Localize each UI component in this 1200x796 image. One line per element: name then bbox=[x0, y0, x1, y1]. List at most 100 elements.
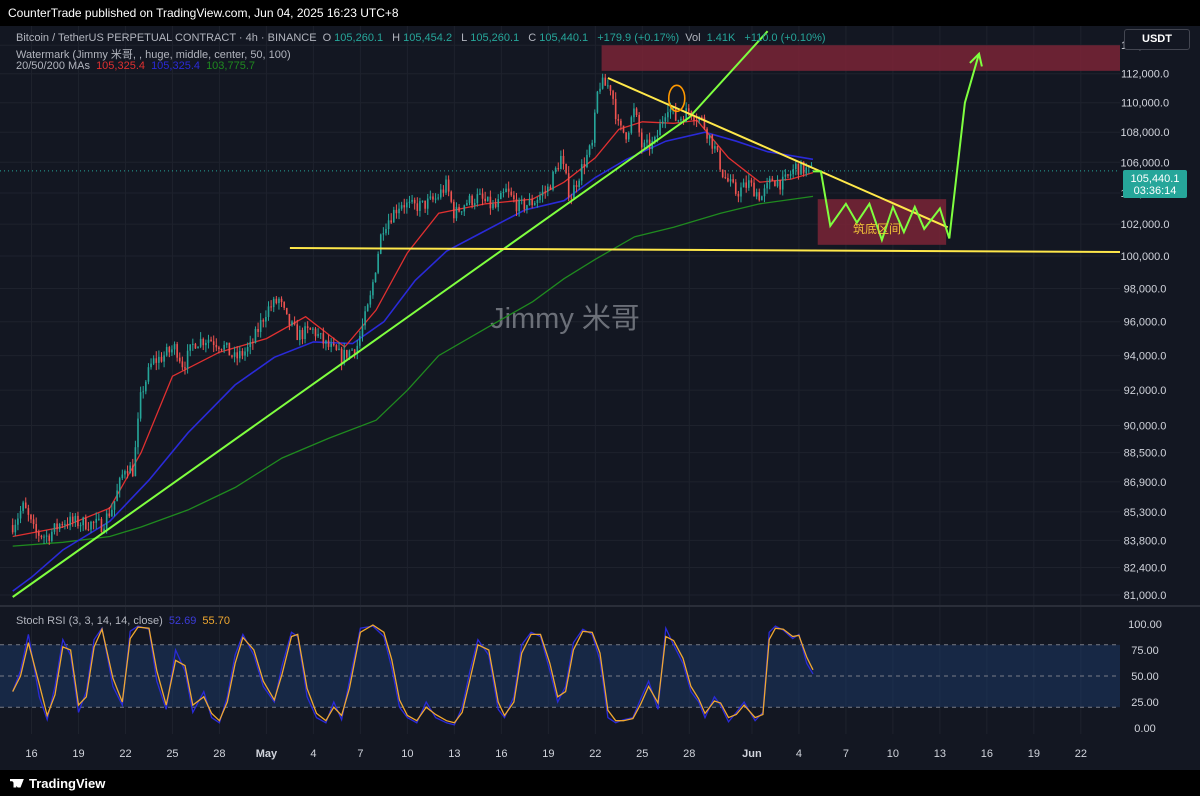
candle-up bbox=[659, 123, 661, 136]
candle-up bbox=[124, 471, 126, 475]
candle-down bbox=[693, 117, 695, 121]
candle-up bbox=[406, 202, 408, 208]
candle-down bbox=[447, 179, 450, 192]
candle-down bbox=[481, 193, 484, 199]
candle-down bbox=[212, 341, 215, 345]
candle-down bbox=[353, 349, 356, 354]
candle-up bbox=[794, 163, 797, 170]
candle-up bbox=[536, 199, 539, 204]
price-axis: 114,000.0112,000.0110,000.0108,000.0106,… bbox=[1121, 40, 1170, 602]
candle-up bbox=[359, 336, 361, 346]
candle-down bbox=[92, 521, 95, 523]
candle-down bbox=[471, 195, 473, 206]
candle-down bbox=[453, 201, 455, 219]
candle-up bbox=[541, 191, 544, 196]
candle-up bbox=[392, 209, 395, 223]
candle-down bbox=[131, 465, 134, 477]
candle-down bbox=[340, 348, 343, 364]
candle-down bbox=[293, 321, 296, 325]
candle-up bbox=[374, 272, 377, 283]
candle-up bbox=[479, 193, 481, 195]
ma-legend-label: 20/50/200 MAs bbox=[16, 60, 90, 72]
price-tick-label: 90,000.0 bbox=[1124, 421, 1167, 433]
candle-up bbox=[265, 316, 267, 322]
candle-down bbox=[327, 340, 330, 347]
volume-label: Vol bbox=[685, 32, 701, 44]
stoch-legend: Stoch RSI (3, 3, 14, 14, close) 52.69 55… bbox=[16, 615, 233, 627]
candle-up bbox=[680, 118, 682, 121]
candle-down bbox=[515, 199, 518, 212]
candle-up bbox=[607, 85, 609, 87]
candle-up bbox=[518, 199, 520, 212]
open-label: O bbox=[322, 32, 332, 44]
close-number: 105,440.1 bbox=[539, 32, 589, 44]
candle-up bbox=[348, 350, 351, 358]
candle-up bbox=[317, 334, 319, 337]
price-tick-label: 82,400.0 bbox=[1124, 562, 1167, 574]
candle-up bbox=[330, 343, 332, 347]
candle-down bbox=[614, 98, 617, 120]
time-tick-label: 16 bbox=[495, 748, 507, 760]
candle-down bbox=[35, 524, 38, 533]
tradingview-footer[interactable]: TradingView bbox=[0, 770, 1200, 796]
candle-up bbox=[586, 154, 588, 168]
candle-down bbox=[531, 199, 533, 206]
candle-up bbox=[95, 518, 98, 523]
candle-up bbox=[505, 188, 507, 193]
candle-down bbox=[703, 117, 706, 129]
candle-up bbox=[768, 178, 771, 183]
currency-selector[interactable]: USDT bbox=[1124, 29, 1190, 50]
candle-up bbox=[528, 199, 531, 206]
symbol-legend: Bitcoin / TetherUS PERPETUAL CONTRACT · … bbox=[16, 32, 829, 44]
high-label: H bbox=[392, 32, 401, 44]
candle-up bbox=[90, 521, 92, 530]
stoch-legend-label: Stoch RSI (3, 3, 14, 14, close) bbox=[16, 615, 163, 627]
stoch-d-value: 55.70 bbox=[202, 615, 230, 627]
ma50-value: 105,325.4 bbox=[151, 60, 200, 72]
candle-up bbox=[165, 347, 168, 356]
close-label: C bbox=[528, 32, 537, 44]
candle-up bbox=[627, 132, 630, 140]
candle-up bbox=[560, 155, 562, 170]
candle-up bbox=[466, 203, 468, 206]
candle-up bbox=[646, 139, 648, 143]
candle-down bbox=[745, 182, 748, 188]
candle-up bbox=[664, 117, 667, 122]
candle-up bbox=[82, 517, 84, 526]
candle-up bbox=[45, 535, 48, 537]
time-tick-label: May bbox=[256, 748, 278, 760]
candle-down bbox=[711, 134, 714, 149]
candle-down bbox=[220, 349, 223, 351]
zones-layer bbox=[601, 45, 1120, 245]
candle-up bbox=[199, 338, 202, 347]
candle-down bbox=[40, 535, 43, 538]
candle-down bbox=[231, 355, 233, 357]
candle-down bbox=[523, 199, 526, 210]
time-tick-label: 25 bbox=[166, 748, 178, 760]
tradingview-brand: TradingView bbox=[29, 775, 106, 791]
candle-up bbox=[79, 525, 82, 527]
candle-up bbox=[651, 140, 654, 149]
candle-up bbox=[729, 179, 732, 182]
candle-down bbox=[570, 197, 573, 199]
candle-up bbox=[246, 347, 249, 352]
moving-averages bbox=[12, 119, 814, 592]
candle-down bbox=[583, 164, 586, 168]
candle-down bbox=[61, 524, 64, 526]
low-number: 105,260.1 bbox=[470, 32, 520, 44]
time-tick-label: 7 bbox=[357, 748, 363, 760]
time-tick-label: 13 bbox=[448, 748, 460, 760]
candle-down bbox=[48, 535, 51, 541]
chart-canvas[interactable]: Jimmy 米哥 筑底区间 114,000.0112,000.0110,000.… bbox=[0, 26, 1200, 770]
candle-up bbox=[304, 326, 306, 340]
candle-down bbox=[270, 306, 272, 308]
time-tick-label: 13 bbox=[934, 748, 946, 760]
candle-up bbox=[171, 349, 173, 353]
candle-up bbox=[51, 531, 53, 541]
open-value: O 105,260.1 bbox=[323, 32, 387, 44]
candle-up bbox=[361, 325, 364, 337]
candle-up bbox=[259, 320, 262, 332]
candle-up bbox=[755, 192, 758, 197]
candle-down bbox=[544, 191, 547, 193]
candle-down bbox=[732, 179, 734, 183]
